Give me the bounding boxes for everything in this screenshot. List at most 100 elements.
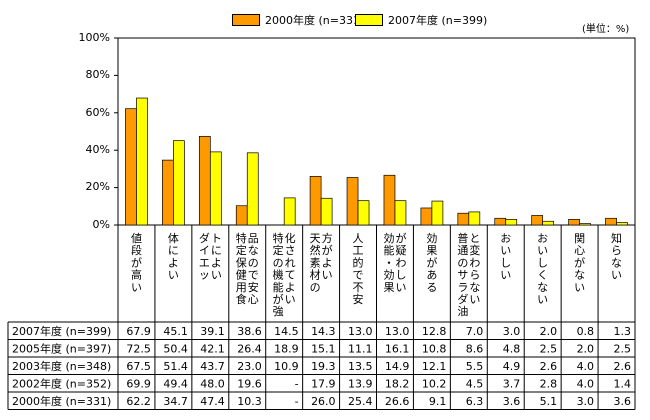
bar-2007-11	[542, 220, 555, 226]
table-cell: 48.0	[200, 378, 225, 391]
category-label-char: 安	[248, 280, 259, 294]
table-cell: 8.6	[466, 343, 484, 356]
bar-2000-13	[605, 217, 617, 226]
category-label: 効能・効果が疑わしい	[383, 231, 406, 294]
category-label-char: 定	[236, 243, 247, 257]
category-label: ダイエッ トによい	[199, 231, 222, 282]
bar-2007-8	[431, 200, 444, 226]
bar-2007-12	[579, 223, 591, 226]
y-tick-label: 100%	[78, 31, 110, 44]
category-label-char: 心	[574, 244, 585, 257]
table-cell: 42.1	[200, 343, 225, 356]
table-cell: 4.0	[577, 360, 595, 373]
table-cell: 13.0	[385, 325, 410, 338]
y-tick-label: 60%	[85, 106, 110, 119]
category-label-char: が	[574, 255, 585, 269]
table-cell: 25.4	[348, 395, 373, 408]
bar-2007-6	[357, 200, 370, 226]
table-cell: 12.1	[422, 360, 447, 373]
category-label-char: サ	[457, 269, 468, 282]
table-cell: 19.3	[311, 360, 336, 373]
category-label-char: 関	[574, 232, 585, 245]
table-row-label: 2000年度 (n=331)	[12, 394, 111, 408]
table-cell: 43.7	[200, 360, 225, 373]
table-cell: 0.8	[577, 325, 595, 338]
bar-2007-2	[209, 151, 222, 226]
table-cell: 13.0	[348, 325, 373, 338]
table-row-label: 2002年度 (n=352)	[12, 377, 111, 391]
table-cell: 2.0	[577, 343, 595, 356]
y-tick-label: 20%	[85, 180, 110, 193]
category-label-char: が	[322, 243, 333, 257]
category-label-char: な	[469, 281, 480, 294]
category-label-char: 油	[457, 304, 468, 318]
category-label-char: 方	[322, 231, 333, 245]
bar-2000-12	[568, 219, 580, 226]
table-cell: 10.9	[274, 360, 299, 373]
bar-2007-0	[136, 97, 148, 226]
table-cell: 51.4	[163, 360, 188, 373]
category-label-char: 特	[273, 231, 284, 245]
category-label-char: 材	[310, 268, 321, 282]
bar-2000-0	[125, 108, 137, 226]
category-label-char: が	[273, 292, 284, 306]
category-label-char: よ	[168, 256, 179, 269]
category-label-char: ダ	[199, 231, 210, 245]
category-label: 特定保健用食 品なので安心	[236, 231, 259, 306]
category-label-char: と	[469, 232, 480, 245]
category-label-char: が	[395, 231, 406, 245]
category-label-char: が	[131, 255, 142, 269]
category-label: 知らない	[611, 231, 622, 282]
table-cell: 2.8	[540, 378, 558, 391]
table-row-label: 2007年度 (n=399)	[12, 324, 111, 338]
category-label-char: 定	[273, 243, 284, 257]
category-label-char: 不	[353, 281, 364, 294]
legend-swatch-2000	[232, 14, 260, 26]
category-label-char: さ	[285, 244, 296, 257]
table-cell: 3.6	[503, 395, 521, 408]
category-label-char: い	[537, 244, 548, 257]
category-label-char: 効	[383, 231, 394, 245]
table-cell: 4.0	[577, 378, 595, 391]
table-cell: 4.5	[466, 378, 484, 391]
category-label-char: イ	[199, 244, 210, 257]
table-cell: 45.1	[163, 325, 188, 338]
category-label-char: よ	[211, 256, 222, 269]
table-cell: 72.5	[126, 343, 151, 356]
category-label-char: な	[537, 281, 548, 294]
table-cell: 2.6	[614, 360, 632, 373]
category-label-char: ら	[611, 244, 622, 257]
table-cell: 2.0	[540, 325, 558, 338]
category-label: 値段が高い	[131, 232, 142, 294]
category-label-char: い	[500, 269, 511, 282]
bar-2000-10	[494, 217, 507, 226]
category-label-char: 工	[353, 244, 364, 257]
category-label-char: 能	[273, 280, 284, 294]
table-cell: 49.4	[163, 378, 188, 391]
category-label-char: の	[457, 256, 468, 269]
category-label-char: い	[500, 244, 511, 257]
bar-2000-7	[383, 174, 396, 226]
table-row-label: 2003年度 (n=348)	[12, 359, 111, 373]
category-label-char: く	[537, 269, 548, 282]
category-label-char: 品	[248, 232, 259, 245]
bar-2007-4	[283, 197, 296, 226]
category-label-char: お	[500, 232, 511, 245]
table-cell: 7.0	[466, 325, 484, 338]
category-label-char: 通	[457, 244, 468, 257]
bar-2007-5	[320, 197, 333, 226]
category-label: 特定の機能が強 化されてよい	[273, 231, 296, 318]
category-label-char: い	[131, 281, 142, 294]
category-label-char: い	[168, 269, 179, 282]
table-cell: 14.5	[274, 325, 299, 338]
category-label: 関心がない	[574, 232, 585, 294]
table-cell: 26.0	[311, 395, 336, 408]
y-tick-label: 80%	[85, 68, 110, 81]
table-cell: 23.0	[237, 360, 262, 373]
category-label-char: の	[273, 256, 284, 269]
category-label-char: ッ	[199, 269, 210, 282]
table-cell: 3.7	[503, 378, 521, 391]
category-label-char: 機	[273, 268, 284, 282]
category-label-char: 人	[353, 232, 364, 245]
